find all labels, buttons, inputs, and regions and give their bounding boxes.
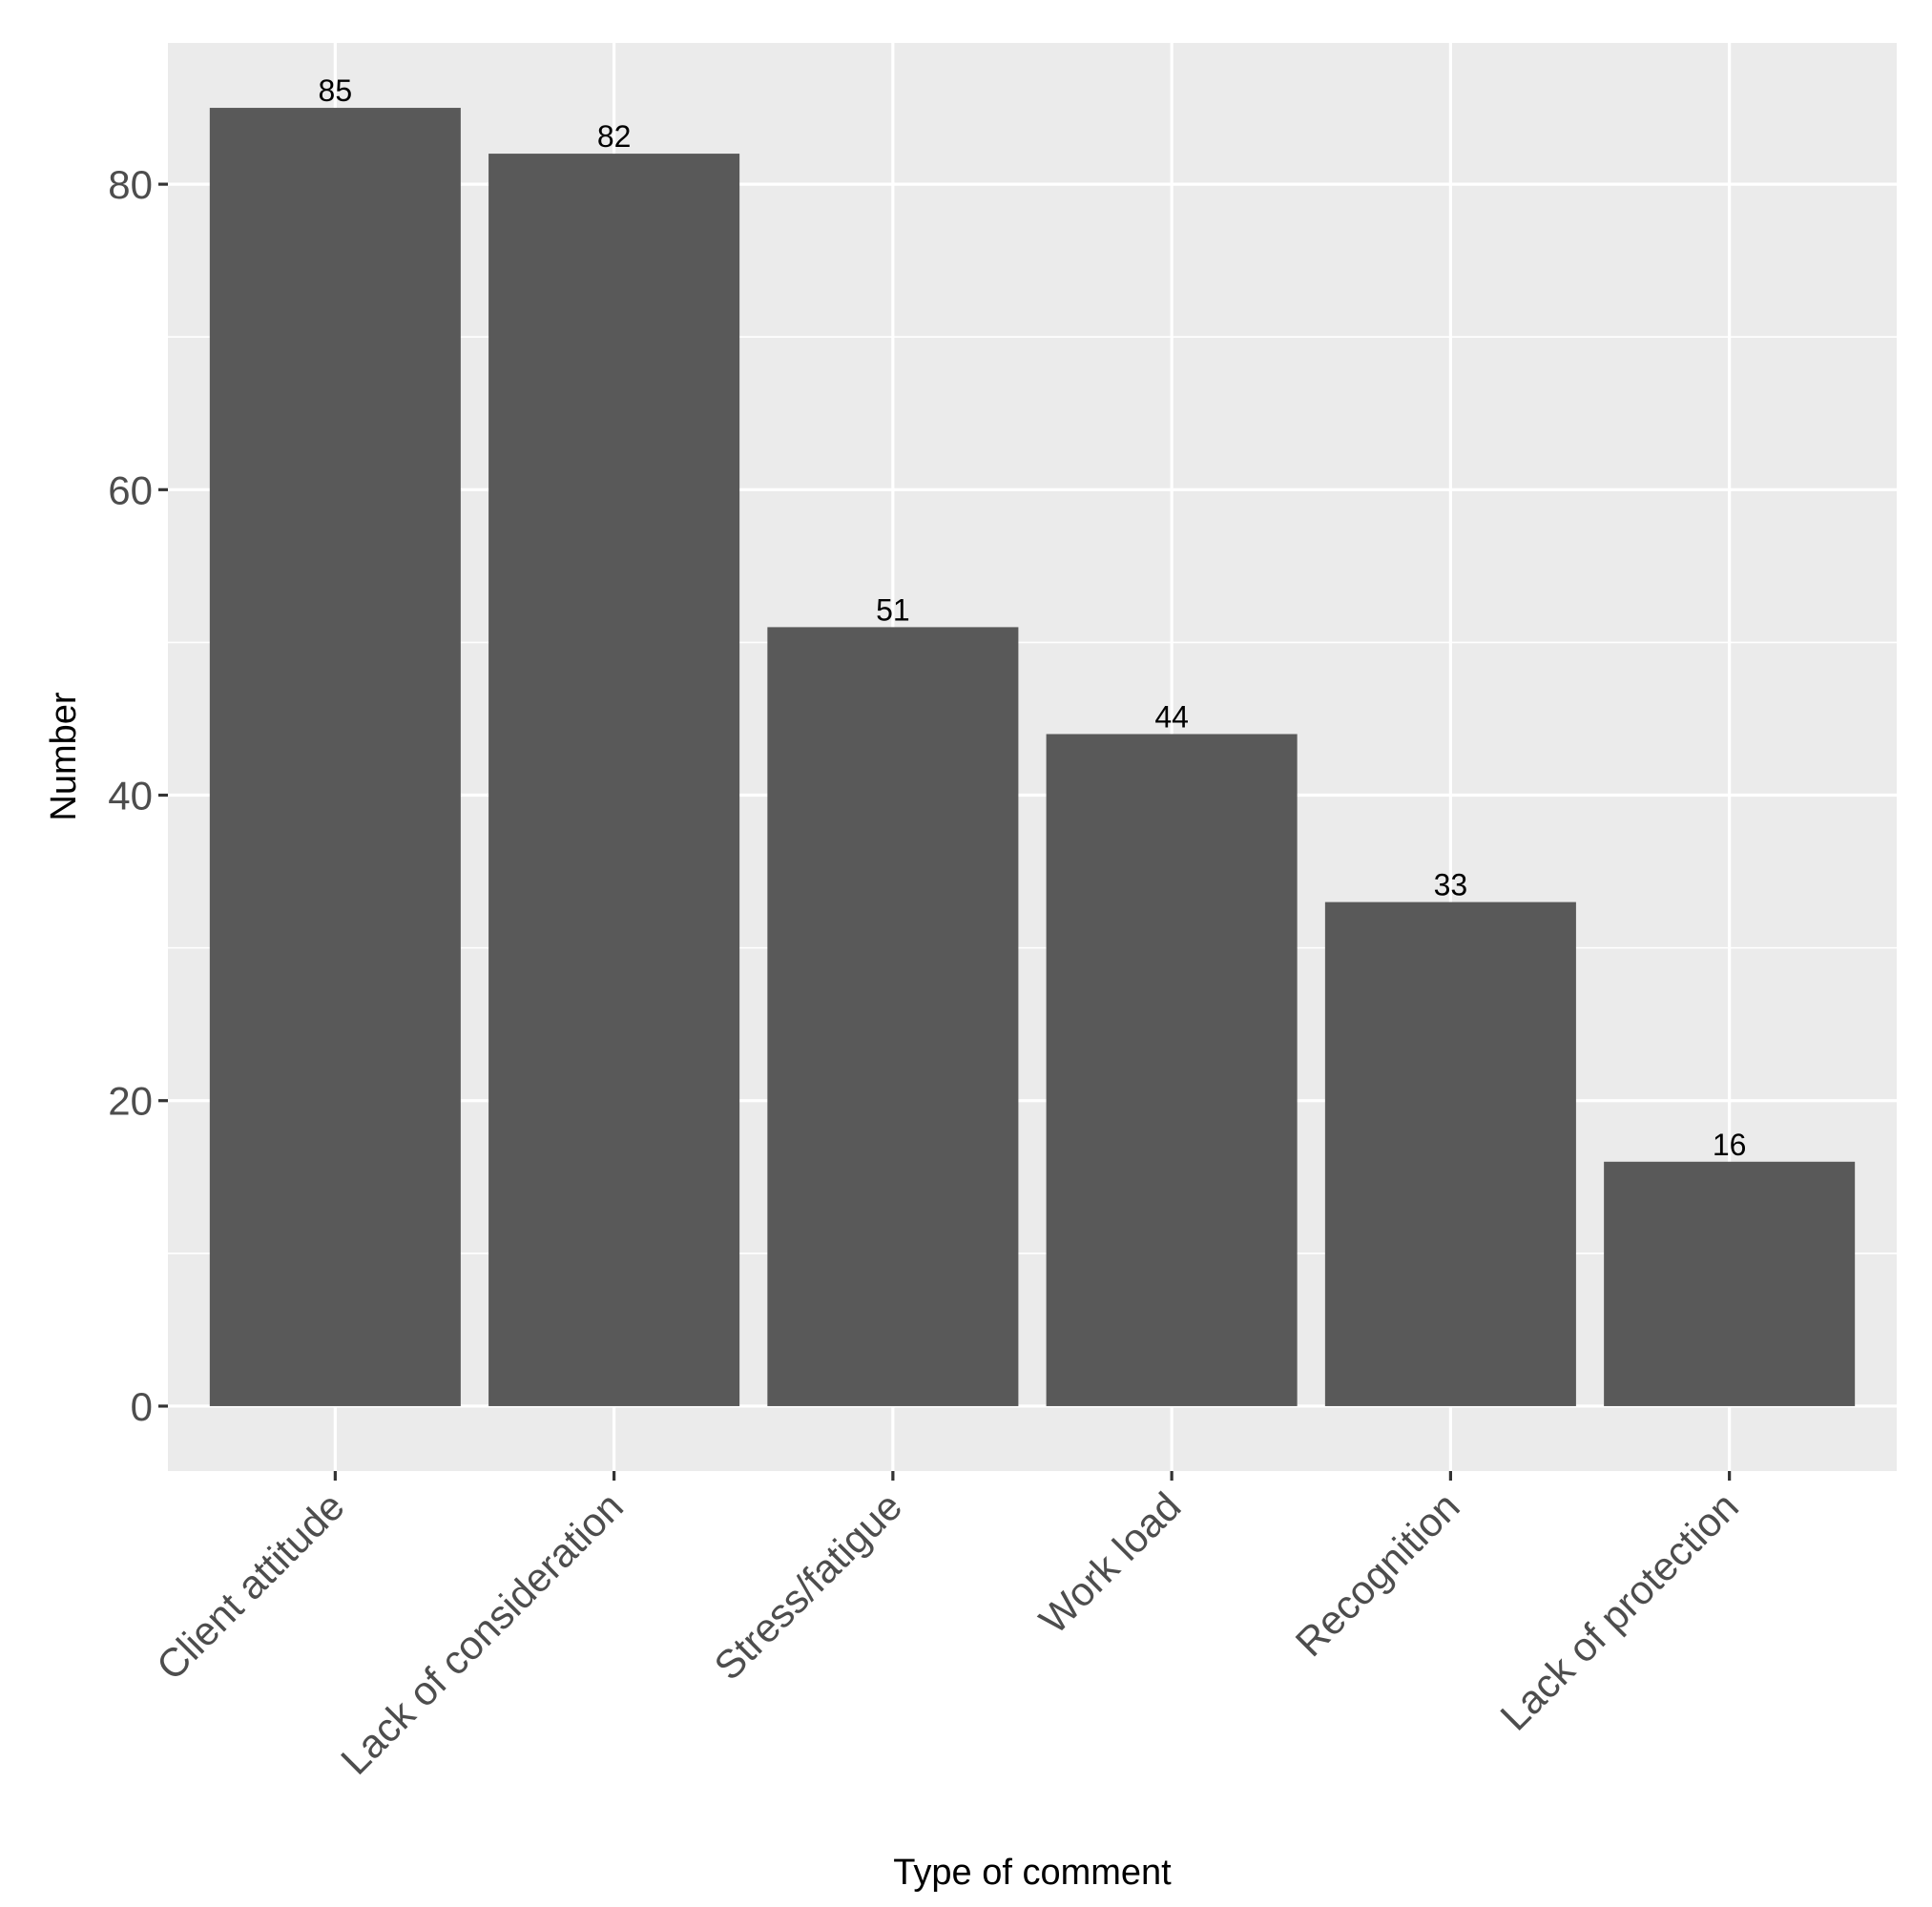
data-label: 85: [319, 73, 353, 108]
bar: [767, 627, 1019, 1406]
x-tick-label: Work load: [1030, 1483, 1189, 1642]
x-tick-label: Stress/fatigue: [705, 1483, 910, 1689]
y-tick-label: 20: [108, 1079, 153, 1124]
data-label: 82: [597, 119, 632, 154]
y-tick-label: 0: [131, 1384, 153, 1429]
bar: [209, 108, 461, 1406]
data-label: 51: [876, 592, 910, 627]
y-tick-label: 60: [108, 467, 153, 512]
bar: [1046, 734, 1298, 1406]
data-label: 33: [1434, 868, 1468, 902]
x-axis-title: Type of comment: [893, 1853, 1172, 1893]
y-tick-label: 40: [108, 774, 153, 819]
x-tick-label: Lack of consideration: [332, 1483, 632, 1783]
y-tick-label: 80: [108, 162, 153, 207]
data-labels: 85 82 51 44 33 16: [319, 73, 1747, 1162]
bars: [209, 108, 1856, 1406]
y-axis-title: Number: [44, 692, 84, 820]
x-tick-label: Recognition: [1287, 1483, 1468, 1665]
bar: [488, 154, 740, 1406]
data-label: 44: [1154, 699, 1189, 734]
data-label: 16: [1713, 1128, 1747, 1162]
x-tick-label: Client attitude: [148, 1483, 353, 1689]
y-axis: 0 20 40 60 80: [108, 162, 168, 1429]
x-tick-label: Lack of protection: [1491, 1483, 1747, 1739]
bar: [1324, 902, 1576, 1406]
bar: [1604, 1161, 1856, 1406]
